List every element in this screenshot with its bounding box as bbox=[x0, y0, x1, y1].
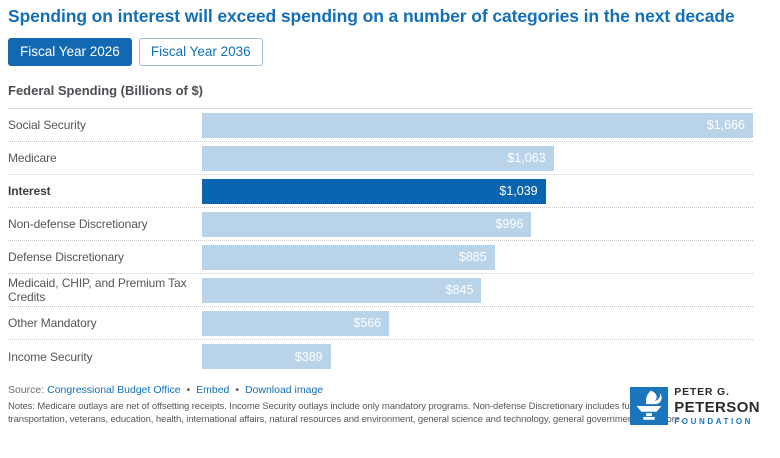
bar: $1,666 bbox=[202, 112, 753, 138]
source-link-cbo[interactable]: Congressional Budget Office bbox=[47, 384, 181, 397]
bar-value-label: $885 bbox=[458, 250, 487, 265]
bar: $885 bbox=[202, 244, 495, 270]
tab-fiscal-year-2036[interactable]: Fiscal Year 2036 bbox=[138, 38, 263, 67]
bar-value-label: $1,666 bbox=[706, 118, 745, 133]
bar: $1,063 bbox=[202, 145, 554, 171]
bar-value-label: $845 bbox=[445, 283, 474, 298]
chart-row: Income Security $389 bbox=[8, 340, 753, 373]
bar: $389 bbox=[202, 344, 331, 370]
logo-text: PETER G. PETERSON FOUNDATION bbox=[674, 387, 760, 426]
bar-track: $389 bbox=[202, 344, 753, 370]
chart-row: Non-defense Discretionary $996 bbox=[8, 208, 753, 242]
category-label: Defense Discretionary bbox=[8, 250, 124, 265]
chart-row: Defense Discretionary $885 bbox=[8, 241, 753, 275]
torch-icon bbox=[630, 387, 669, 426]
bar-chart: Social Security $1,666 Medicare $1,063 I… bbox=[8, 108, 753, 373]
chart-row: Medicare $1,063 bbox=[8, 142, 753, 176]
bar-track: $1,063 bbox=[202, 145, 753, 171]
bar-value-label: $996 bbox=[495, 217, 524, 232]
bar-track: $885 bbox=[202, 244, 753, 270]
peterson-foundation-logo: PETER G. PETERSON FOUNDATION bbox=[630, 387, 760, 426]
tab-fiscal-year-2026[interactable]: Fiscal Year 2026 bbox=[8, 38, 132, 67]
bar-track: $1,666 bbox=[202, 112, 753, 138]
bullet-separator: • bbox=[235, 384, 240, 397]
bar-value-label: $566 bbox=[353, 316, 382, 331]
logo-line1: PETER G. bbox=[674, 386, 730, 399]
bar: $845 bbox=[202, 277, 482, 303]
bar: $1,039 bbox=[202, 178, 546, 204]
chart-title: Federal Spending (Billions of $) bbox=[8, 83, 204, 99]
chart-row: Medicaid, CHIP, and Premium Tax Credits … bbox=[8, 274, 753, 308]
category-label: Income Security bbox=[8, 349, 93, 364]
bar-track: $845 bbox=[202, 277, 753, 303]
bar-value-label: $389 bbox=[294, 349, 323, 364]
category-label: Medicaid, CHIP, and Premium Tax Credits bbox=[8, 276, 187, 305]
notes-text: Notes: Medicare outlays are net of offse… bbox=[8, 401, 683, 425]
category-label: Interest bbox=[8, 184, 51, 199]
bar: $996 bbox=[202, 211, 532, 237]
bar-value-label: $1,063 bbox=[507, 151, 546, 166]
chart-row: Social Security $1,666 bbox=[8, 109, 753, 143]
chart-row: Interest $1,039 bbox=[8, 175, 753, 209]
source-label: Source: bbox=[8, 384, 45, 397]
chart-row: Other Mandatory $566 bbox=[8, 307, 753, 341]
logo-line2: PETERSON bbox=[674, 398, 760, 416]
chart-footer: Source: Congressional Budget Office • Em… bbox=[8, 384, 780, 426]
category-label: Social Security bbox=[8, 118, 86, 133]
bar-track: $996 bbox=[202, 211, 753, 237]
bar-value-label: $1,039 bbox=[499, 184, 538, 199]
category-label: Other Mandatory bbox=[8, 316, 97, 331]
bar-track: $1,039 bbox=[202, 178, 753, 204]
category-label: Medicare bbox=[8, 151, 57, 166]
bar: $566 bbox=[202, 310, 390, 336]
embed-link[interactable]: Embed bbox=[196, 384, 230, 397]
page-title: Spending on interest will exceed spendin… bbox=[8, 6, 735, 26]
bar-track: $566 bbox=[202, 310, 753, 336]
fiscal-year-tabs: Fiscal Year 2026 Fiscal Year 2036 bbox=[8, 38, 780, 67]
category-label: Non-defense Discretionary bbox=[8, 217, 148, 232]
download-image-link[interactable]: Download image bbox=[244, 384, 324, 397]
source-line: Source: Congressional Budget Office • Em… bbox=[8, 384, 780, 396]
logo-line3: FOUNDATION bbox=[674, 416, 754, 426]
bullet-separator: • bbox=[186, 384, 191, 397]
